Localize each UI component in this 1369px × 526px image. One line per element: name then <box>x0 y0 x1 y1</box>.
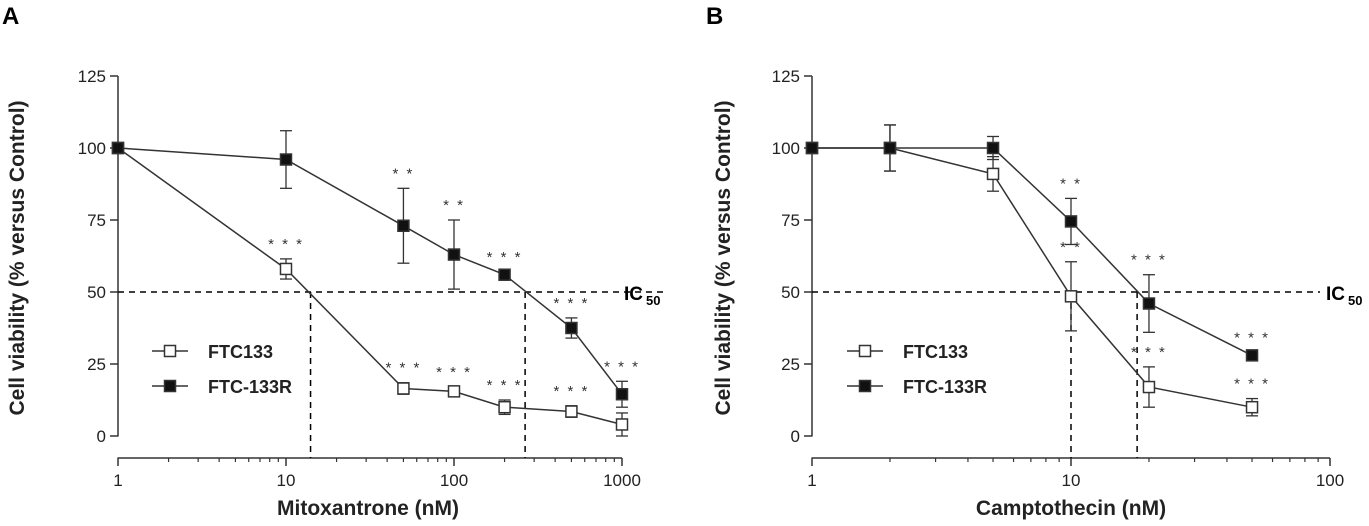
panel-b-series-ftc133-legend-label: FTC133 <box>903 342 968 362</box>
panel-b-series-ftc133-point <box>1064 290 1078 303</box>
panel-b-series-ftc-133r-legend-marker <box>858 379 872 393</box>
panel-b-series-ftc-133r-point <box>986 141 1000 155</box>
panel-b-x-tick-label: 1 <box>807 471 816 490</box>
panel-a-series-ftc-133r-line <box>117 147 623 395</box>
panel-b-series-ftc-133r-point <box>805 141 819 155</box>
panel-b-y-tick-label: 50 <box>781 283 800 302</box>
y-axis-label-a: Cell viability (% versus Control) <box>6 100 29 415</box>
panel-a-y-tick-label: 125 <box>78 67 106 86</box>
panel-b-series-ftc-133r-legend-label: FTC-133R <box>903 377 987 397</box>
x-axis-label-a: Mitoxantrone (nM) <box>277 497 459 520</box>
panel-a-series-ftc-133r-point <box>279 153 293 166</box>
panel-a-series-ftc-133r-legend-marker <box>163 379 177 393</box>
panel-a-series-ftc133-legend-marker <box>163 344 177 358</box>
panel-b-series-ftc-133r-significance-label: * * * <box>1234 329 1270 346</box>
panel-b-series-ftc-133r-significance-label: * * * <box>1131 252 1167 269</box>
panel-a-series-ftc-133r-significance-label: * * * <box>553 295 589 312</box>
panel-a-series-ftc-133r-point <box>615 387 629 401</box>
panel-a-series-ftc133-significance-label: * * * <box>268 236 304 253</box>
panel-a-series-ftc133-point <box>397 382 410 395</box>
panel-letter-a: A <box>2 3 19 30</box>
panel-b-series-ftc-133r-significance-label: * * <box>1060 175 1082 192</box>
panel-a: A Cell viability (% versus Control) Mito… <box>2 3 666 520</box>
panel-b-series-ftc133-significance-label: * * * <box>1234 376 1270 393</box>
panel-a-ic50-subscript: 50 <box>646 293 660 308</box>
panel-b-y-tick-label: 25 <box>781 355 800 374</box>
panel-b-series-ftc-133r-point <box>1245 349 1259 362</box>
panel-a-series-ftc133-point <box>565 405 578 418</box>
panel-a-series-ftc-133r-point <box>565 321 578 335</box>
panel-b: B Cell viability (% versus Control) Camp… <box>706 3 1362 520</box>
panel-a-y-tick-label: 100 <box>78 139 106 158</box>
panel-a-series-ftc133-significance-label: * * * <box>436 364 472 381</box>
panel-a-y-tick-label: 25 <box>87 355 106 374</box>
panel-a-series-ftc133-point <box>279 262 293 276</box>
panel-a-series-ftc133-point <box>615 418 629 431</box>
panel-b-y-tick-label: 125 <box>772 67 800 86</box>
panel-a-series-ftc133-significance-label: * * * <box>553 383 589 400</box>
panel-a-series-ftc-133r-point <box>397 219 410 233</box>
panel-b-series-ftc-133r-line <box>812 147 1253 357</box>
panel-b-series-ftc-133r-point <box>1142 297 1156 310</box>
panel-a-series-ftc133-significance-label: * * * <box>487 377 523 394</box>
panel-a-series-ftc-133r-point <box>447 248 461 261</box>
panel-a-series-ftc-133r-legend-label: FTC-133R <box>208 377 292 397</box>
panel-a-series-ftc-133r-significance-label: * * <box>393 165 415 182</box>
panel-b-series-ftc133-point <box>1142 380 1156 394</box>
panel-a-y-tick-label: 50 <box>87 283 106 302</box>
panel-b-series-ftc-133r-point <box>1064 215 1078 228</box>
panel-a-y-tick-label: 0 <box>97 427 106 446</box>
panel-b-y-tick-label: 100 <box>772 139 800 158</box>
panel-a-series-ftc133-significance-label: * * * <box>385 360 421 377</box>
panel-b-x-tick-label: 100 <box>1316 471 1344 490</box>
panel-b-series-ftc-133r-point <box>883 141 897 155</box>
panel-b-y-tick-label: 0 <box>791 427 800 446</box>
y-axis-label-b: Cell viability (% versus Control) <box>712 100 735 415</box>
panel-a-series-ftc-133r-point <box>498 268 511 281</box>
panel-b-series-ftc133-line <box>812 147 1253 408</box>
panel-a-series-ftc-133r-significance-label: * * * <box>604 358 640 375</box>
panel-a-ic50-label: IC <box>624 284 643 305</box>
panel-a-series-ftc133-legend-label: FTC133 <box>208 342 273 362</box>
panel-a-x-tick-label: 100 <box>440 471 468 490</box>
panel-a-x-tick-label: 1 <box>113 471 122 490</box>
panel-b-x-tick-label: 10 <box>1062 471 1081 490</box>
panel-a-series-ftc133-point <box>447 385 461 398</box>
panel-letter-b: B <box>706 3 723 30</box>
panel-b-series-ftc133-significance-label: * * <box>1060 239 1082 256</box>
panel-b-ic50-subscript: 50 <box>1348 293 1362 308</box>
panel-a-series-ftc-133r-significance-label: * * <box>443 197 465 214</box>
panel-b-series-ftc133-significance-label: * * * <box>1131 344 1167 361</box>
panel-a-x-tick-label: 1000 <box>603 471 641 490</box>
panel-a-series-ftc-133r-point <box>111 141 125 155</box>
panel-a-series-ftc133-line <box>117 147 623 426</box>
panel-a-y-tick-label: 75 <box>87 211 106 230</box>
panel-b-y-tick-label: 75 <box>781 211 800 230</box>
panel-b-series-ftc133-point <box>986 167 1000 181</box>
panel-a-series-ftc133-point <box>498 400 511 414</box>
panel-b-ic50-label: IC <box>1326 284 1345 305</box>
panel-a-x-tick-label: 10 <box>277 471 296 490</box>
panel-b-series-ftc133-point <box>1245 400 1259 414</box>
panel-b-series-ftc133-legend-marker <box>858 344 872 358</box>
x-axis-label-b: Camptothecin (nM) <box>976 497 1166 520</box>
panel-a-series-ftc-133r-significance-label: * * * <box>487 249 523 266</box>
